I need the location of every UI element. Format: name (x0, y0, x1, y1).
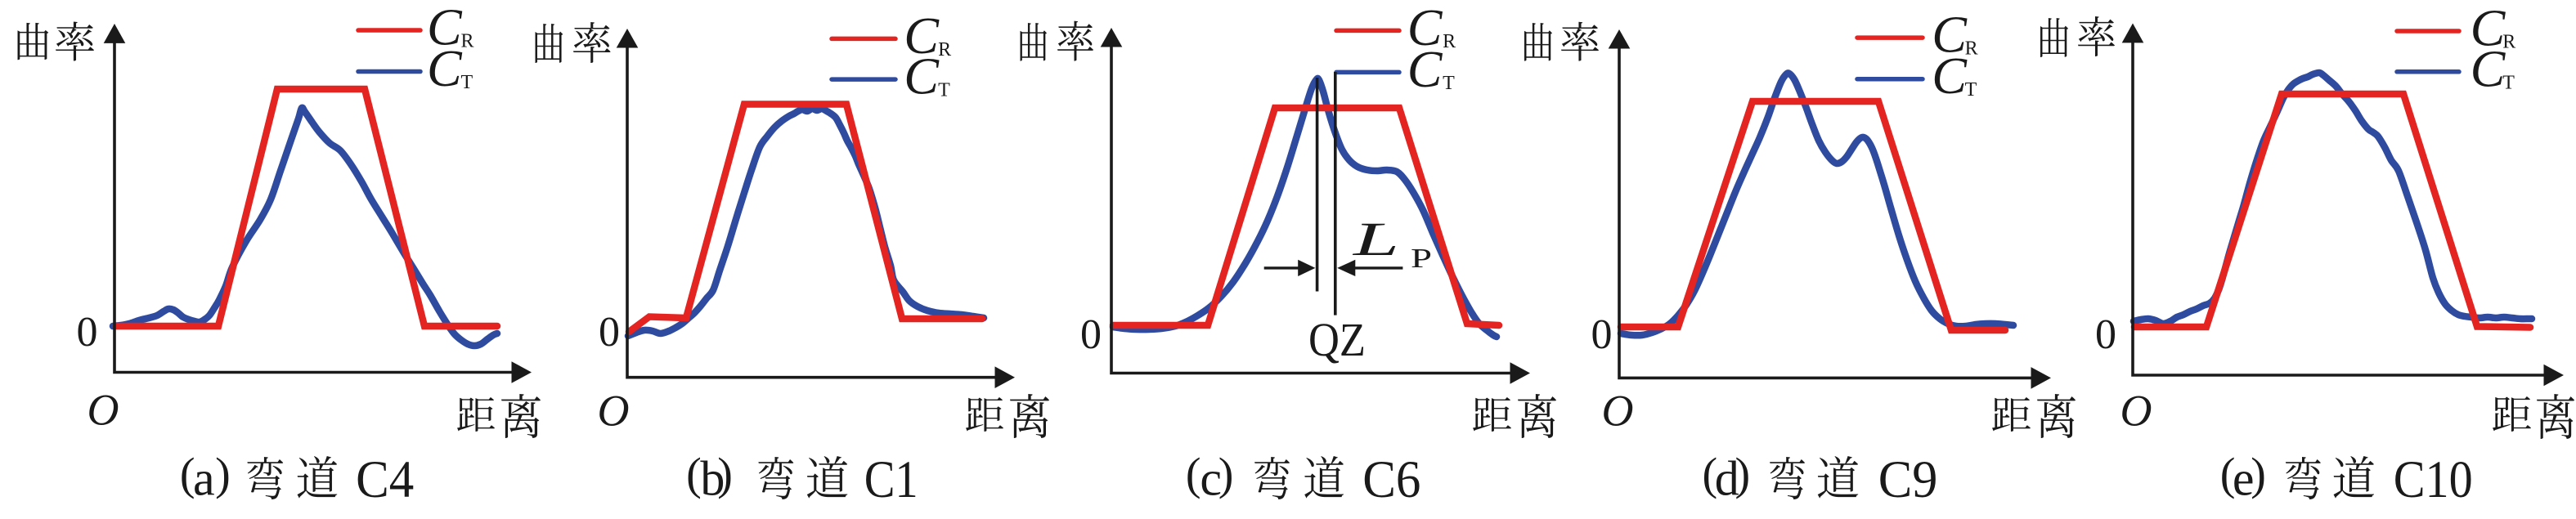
svg-text:0: 0 (599, 309, 620, 356)
svg-text:R: R (1965, 38, 1978, 60)
svg-text:0: 0 (1591, 311, 1613, 358)
svg-text:(: ( (1186, 449, 1201, 499)
svg-text:T: T (1443, 73, 1455, 94)
svg-text:C: C (1932, 6, 1968, 64)
svg-text:QZ: QZ (1308, 313, 1366, 366)
svg-text:O: O (598, 387, 630, 436)
svg-text:0: 0 (77, 309, 98, 356)
svg-text:C9: C9 (1878, 450, 1938, 509)
svg-text:C: C (427, 0, 463, 56)
svg-text:): ) (2251, 449, 2266, 499)
svg-text:C: C (1407, 40, 1443, 98)
svg-text:C: C (1407, 0, 1443, 56)
svg-text:c: c (1200, 451, 1222, 505)
svg-text:): ) (215, 449, 231, 499)
svg-text:(: ( (686, 449, 702, 499)
svg-text:C6: C6 (1362, 450, 1420, 509)
svg-text:T: T (2502, 72, 2515, 93)
svg-text:R: R (1443, 31, 1456, 52)
svg-text:e: e (2233, 451, 2255, 505)
svg-text:C: C (2471, 39, 2506, 97)
svg-text:(: ( (180, 449, 195, 499)
svg-text:C10: C10 (2394, 450, 2473, 509)
svg-text:): ) (1735, 449, 1751, 499)
svg-text:a: a (193, 451, 215, 505)
svg-text:): ) (717, 449, 733, 499)
svg-text:C: C (904, 47, 940, 105)
svg-text:): ) (1218, 449, 1234, 499)
svg-text:C: C (2471, 0, 2506, 57)
svg-text:O: O (88, 386, 119, 435)
svg-text:P: P (1411, 244, 1432, 274)
svg-text:C1: C1 (864, 450, 918, 509)
svg-text:L: L (1352, 213, 1399, 266)
svg-text:C4: C4 (356, 450, 414, 509)
svg-text:O: O (2120, 387, 2152, 436)
svg-text:C: C (427, 39, 463, 97)
svg-text:C: C (1932, 47, 1968, 105)
svg-text:d: d (1715, 451, 1739, 505)
svg-text:C: C (904, 7, 940, 65)
svg-text:0: 0 (2095, 311, 2116, 358)
svg-text:b: b (700, 451, 725, 505)
svg-text:0: 0 (1080, 311, 1102, 358)
svg-text:R: R (461, 31, 474, 52)
svg-text:(: ( (2220, 449, 2236, 499)
svg-text:T: T (938, 80, 950, 101)
svg-text:R: R (2502, 32, 2515, 53)
svg-text:O: O (1602, 387, 1634, 436)
svg-text:T: T (461, 72, 473, 93)
svg-text:T: T (1965, 79, 1977, 101)
svg-text:(: ( (1703, 449, 1718, 499)
svg-text:R: R (938, 39, 951, 60)
